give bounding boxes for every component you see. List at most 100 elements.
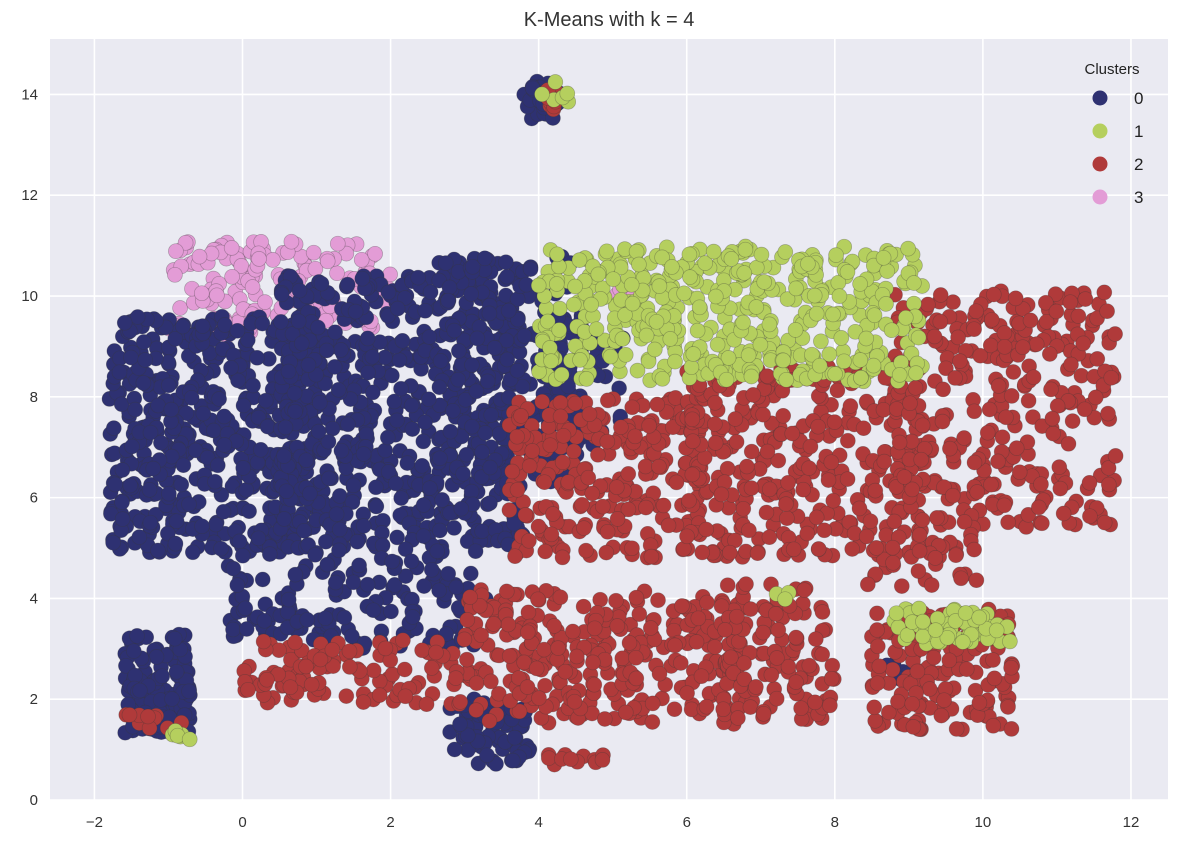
data-point-cluster-2 <box>679 528 695 545</box>
data-point-cluster-2 <box>1075 335 1092 352</box>
data-point-cluster-1 <box>735 314 751 331</box>
data-point-cluster-0 <box>276 448 292 464</box>
data-point-cluster-2 <box>998 409 1014 426</box>
data-point-cluster-0 <box>481 305 498 322</box>
data-point-cluster-2 <box>1043 381 1059 398</box>
x-tick-label: 0 <box>238 814 246 831</box>
data-point-cluster-2 <box>509 428 525 445</box>
data-point-cluster-0 <box>498 254 514 271</box>
data-point-cluster-0 <box>474 444 490 460</box>
data-point-cluster-2 <box>628 670 645 687</box>
data-point-cluster-3 <box>353 251 370 268</box>
data-point-cluster-2 <box>1028 336 1045 352</box>
data-point-cluster-1 <box>631 256 647 273</box>
data-point-cluster-0 <box>377 442 394 459</box>
data-point-cluster-2 <box>1055 505 1072 522</box>
data-point-cluster-2 <box>775 407 792 424</box>
y-tick-label: 4 <box>30 590 38 607</box>
y-tick-label: 8 <box>30 389 38 406</box>
data-point-cluster-1 <box>743 368 760 385</box>
data-point-cluster-2 <box>890 693 906 710</box>
data-point-cluster-2 <box>324 641 341 658</box>
data-point-cluster-1 <box>891 367 908 383</box>
data-point-cluster-2 <box>698 698 715 715</box>
data-point-cluster-2 <box>802 438 819 455</box>
data-point-cluster-2 <box>1096 514 1113 531</box>
data-point-cluster-2 <box>875 401 892 418</box>
data-point-cluster-2 <box>627 649 644 666</box>
data-point-cluster-2 <box>501 648 518 664</box>
data-point-cluster-1 <box>777 244 794 260</box>
data-point-cluster-2 <box>355 694 372 710</box>
data-point-cluster-0 <box>187 442 204 459</box>
data-point-cluster-2 <box>876 453 893 470</box>
data-point-cluster-2 <box>948 547 964 564</box>
data-point-cluster-2 <box>979 424 996 441</box>
data-point-cluster-2 <box>1045 425 1062 442</box>
data-point-cluster-1 <box>667 353 683 370</box>
data-point-cluster-2 <box>650 592 666 609</box>
data-point-cluster-0 <box>330 381 347 398</box>
data-point-cluster-2 <box>456 631 473 648</box>
data-point-cluster-2 <box>801 460 817 476</box>
data-point-cluster-2 <box>521 532 537 549</box>
data-point-cluster-2 <box>969 484 986 500</box>
data-point-cluster-2 <box>534 393 551 410</box>
data-point-cluster-0 <box>380 464 397 480</box>
data-point-cluster-0 <box>259 418 276 435</box>
data-point-cluster-0 <box>483 407 500 423</box>
data-point-cluster-0 <box>310 423 327 440</box>
data-point-cluster-2 <box>728 608 745 625</box>
data-point-cluster-2 <box>869 675 886 692</box>
data-point-cluster-2 <box>1100 405 1116 422</box>
data-point-cluster-2 <box>807 631 824 647</box>
data-point-cluster-1 <box>1002 633 1018 650</box>
data-point-cluster-1 <box>689 322 706 339</box>
data-point-cluster-2 <box>1014 339 1031 356</box>
data-point-cluster-2 <box>707 416 723 432</box>
data-point-cluster-0 <box>446 520 462 536</box>
data-point-cluster-2 <box>530 518 547 535</box>
data-point-cluster-2 <box>911 527 928 543</box>
data-point-cluster-0 <box>379 429 396 446</box>
data-point-cluster-1 <box>957 605 974 621</box>
data-point-cluster-2 <box>884 661 901 678</box>
data-point-cluster-2 <box>397 688 414 705</box>
data-point-cluster-0 <box>462 565 479 582</box>
data-point-cluster-2 <box>574 496 590 513</box>
data-point-cluster-2 <box>552 394 569 411</box>
data-point-cluster-0 <box>429 543 446 560</box>
data-point-cluster-2 <box>1003 659 1019 676</box>
data-point-cluster-0 <box>287 566 304 583</box>
data-point-cluster-2 <box>925 649 942 666</box>
data-point-cluster-1 <box>578 371 595 387</box>
data-point-cluster-2 <box>531 690 547 706</box>
data-point-cluster-2 <box>707 435 724 451</box>
data-point-cluster-2 <box>459 612 476 628</box>
data-point-cluster-0 <box>506 729 523 746</box>
data-point-cluster-1 <box>761 316 778 333</box>
data-point-cluster-2 <box>810 418 826 435</box>
data-point-cluster-2 <box>452 694 469 710</box>
data-point-cluster-0 <box>167 535 184 552</box>
data-point-cluster-2 <box>745 387 762 403</box>
data-point-cluster-2 <box>1103 369 1120 386</box>
data-point-cluster-0 <box>500 302 517 319</box>
data-point-cluster-0 <box>273 286 290 303</box>
data-point-cluster-2 <box>933 707 950 724</box>
data-point-cluster-0 <box>453 500 470 517</box>
data-point-cluster-2 <box>996 325 1013 341</box>
data-point-cluster-0 <box>349 533 366 550</box>
data-point-cluster-0 <box>317 533 334 550</box>
legend-label-1: 1 <box>1134 122 1143 141</box>
data-point-cluster-2 <box>513 408 529 424</box>
data-point-cluster-0 <box>416 578 432 594</box>
data-point-cluster-2 <box>785 541 802 558</box>
data-point-cluster-0 <box>184 544 201 561</box>
data-point-cluster-0 <box>229 577 246 593</box>
x-tick-label: 2 <box>386 814 394 831</box>
data-point-cluster-2 <box>985 717 1002 734</box>
data-point-cluster-0 <box>351 557 367 574</box>
data-point-cluster-0 <box>384 553 400 570</box>
data-point-cluster-2 <box>667 637 683 654</box>
